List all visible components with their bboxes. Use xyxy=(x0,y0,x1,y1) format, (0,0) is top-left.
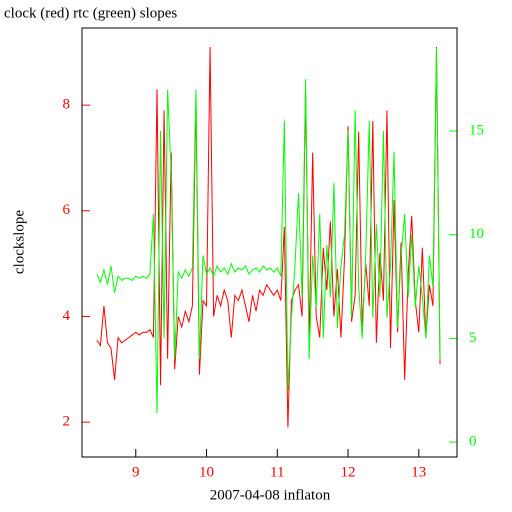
y-axis-label: clockslope xyxy=(11,210,27,274)
plot-frame xyxy=(81,27,458,458)
x-tick-label: 13 xyxy=(411,464,426,480)
y2-tick-label: 0 xyxy=(469,434,477,450)
x-tick-label: 11 xyxy=(270,464,284,480)
y-tick-label: 2 xyxy=(63,414,71,430)
y-tick-label: 4 xyxy=(63,308,71,324)
series-line xyxy=(96,48,441,414)
series-line xyxy=(96,47,441,428)
x-tick-label: 12 xyxy=(341,464,356,480)
x-tick-label: 10 xyxy=(199,464,214,480)
y2-tick-label: 5 xyxy=(469,330,477,346)
y2-tick-label: 15 xyxy=(469,122,484,138)
y-tick-label: 6 xyxy=(63,202,71,218)
chart-title: clock (red) rtc (green) slopes xyxy=(4,5,177,21)
y2-tick-label: 10 xyxy=(469,226,484,242)
y-tick-label: 8 xyxy=(63,97,71,113)
x-axis-label: 2007-04-08 inflaton xyxy=(210,487,331,503)
x-tick-label: 9 xyxy=(132,464,140,480)
